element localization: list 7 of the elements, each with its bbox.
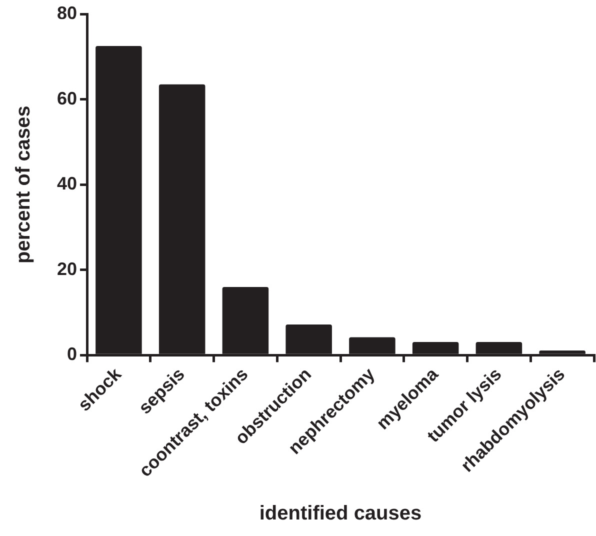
y-tick-label: 40 — [56, 174, 78, 194]
y-tick-label: 60 — [56, 88, 78, 108]
y-axis-title: percent of cases — [12, 106, 35, 264]
y-tick-label: 80 — [56, 2, 78, 23]
y-tick-label: 0 — [67, 344, 78, 364]
x-axis-title: identified causes — [259, 502, 422, 525]
y-tick-label: 20 — [56, 258, 78, 279]
